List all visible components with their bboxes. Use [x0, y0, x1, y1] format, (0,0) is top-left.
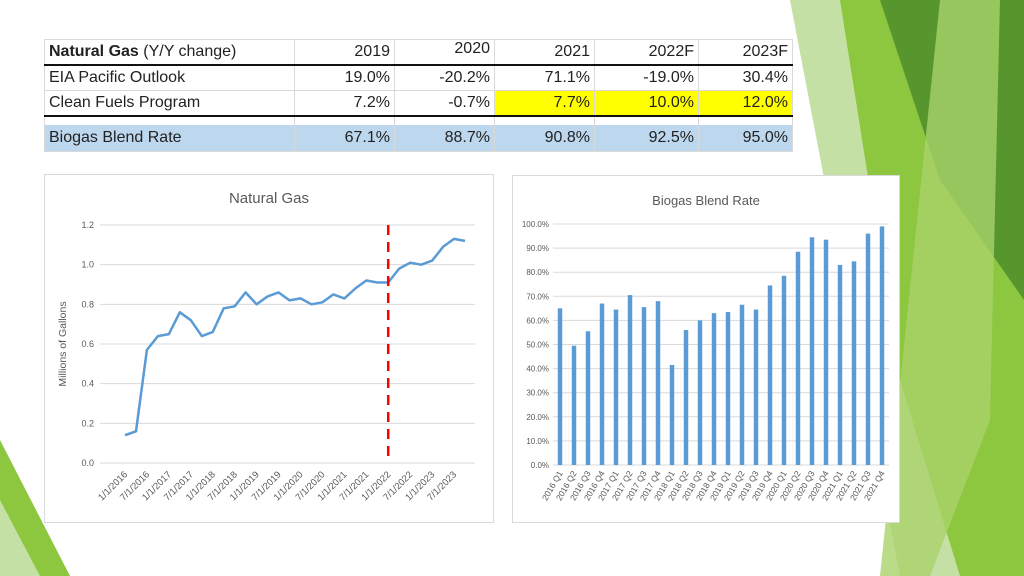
y-tick-label: 30.0%: [526, 389, 549, 398]
row-label: Clean Fuels Program: [44, 90, 295, 117]
bar: [669, 364, 675, 465]
bar: [739, 304, 745, 465]
table-title: Natural Gas (Y/Y change): [44, 39, 295, 66]
table-cell: 7.2%: [294, 90, 395, 117]
biogas-blend-chart: Biogas Blend Rate 0.0% 10.0% 20.0% 30.0% 40.0…: [522, 193, 889, 502]
spacer-cell: [594, 116, 699, 125]
bar: [851, 261, 857, 465]
table-cell-highlighted: 7.7%: [494, 90, 595, 117]
y-tick-label: 0.0%: [531, 461, 549, 470]
bar: [781, 275, 787, 465]
right-green-shape-pale: [880, 0, 1000, 576]
y-tick-label: 70.0%: [526, 292, 549, 301]
bar: [585, 331, 591, 465]
table-title-bold: Natural Gas: [49, 43, 139, 60]
table-spacer-row: [44, 116, 793, 125]
bar: [599, 303, 605, 465]
bar: [613, 309, 619, 465]
year-header: 2023F: [698, 39, 793, 66]
y-axis-label: Millions of Gallons: [57, 301, 69, 386]
natural-gas-chart: Natural Gas 0.0 0.2 0.4 0.6 0.8 1.0 1.2 Millions…: [57, 190, 475, 503]
table-title-rest: (Y/Y change): [138, 43, 237, 60]
table-row: EIA Pacific Outlook 19.0% -20.2% 71.1% -…: [44, 65, 793, 91]
bar: [683, 330, 689, 465]
biogas-blend-chart-panel: Biogas Blend Rate 0.0% 10.0% 20.0% 30.0% 40.0…: [512, 175, 900, 523]
chart-title: Natural Gas: [229, 190, 309, 207]
y-tick-label: 0.6: [81, 339, 94, 349]
bar: [725, 311, 731, 465]
table-row: Clean Fuels Program 7.2% -0.7% 7.7% 10.0…: [44, 90, 793, 117]
table-cell: 90.8%: [494, 125, 595, 152]
bar: [837, 264, 843, 465]
summary-table: Natural Gas (Y/Y change) 2019 2020 2021 …: [44, 39, 793, 152]
table-cell: -20.2%: [394, 65, 495, 91]
y-tick-label: 100.0%: [522, 220, 549, 229]
bar: [823, 239, 829, 465]
year-header: 2019: [294, 39, 395, 66]
bar: [795, 251, 801, 465]
y-tick-label: 10.0%: [526, 437, 549, 446]
bar: [571, 345, 577, 465]
table-header-row: Natural Gas (Y/Y change) 2019 2020 2021 …: [44, 39, 793, 66]
bar: [655, 301, 661, 465]
y-tick-label: 20.0%: [526, 413, 549, 422]
table-cell: 19.0%: [294, 65, 395, 91]
spacer-cell: [494, 116, 595, 125]
row-label: EIA Pacific Outlook: [44, 65, 295, 91]
bar: [697, 320, 703, 465]
bar: [865, 233, 871, 465]
table-cell: 92.5%: [594, 125, 699, 152]
row-label: Biogas Blend Rate: [44, 125, 295, 152]
y-tick-label: 60.0%: [526, 316, 549, 325]
table-cell: 71.1%: [494, 65, 595, 91]
spacer-cell: [294, 116, 395, 125]
bar: [879, 226, 885, 465]
bar: [767, 285, 773, 465]
left-green-shape-light: [0, 500, 40, 576]
y-tick-label: 90.0%: [526, 244, 549, 253]
table-cell-highlighted: 12.0%: [698, 90, 793, 117]
blend-rate-row: Biogas Blend Rate 67.1% 88.7% 90.8% 92.5…: [44, 125, 793, 152]
spacer-cell: [394, 116, 495, 125]
year-header: 2021: [494, 39, 595, 66]
y-tick-label: 0.4: [81, 379, 94, 389]
spacer-cell: [698, 116, 793, 125]
table-cell: 95.0%: [698, 125, 793, 152]
bar: [753, 309, 759, 465]
table-cell: -19.0%: [594, 65, 699, 91]
y-tick-label: 0.0: [81, 458, 94, 468]
year-header: 2020: [394, 39, 495, 66]
y-tick-label: 1.0: [81, 260, 94, 270]
y-tick-label: 0.8: [81, 299, 94, 309]
table-cell: -0.7%: [394, 90, 495, 117]
y-tick-label: 50.0%: [526, 341, 549, 350]
y-tick-label: 1.2: [81, 220, 94, 230]
table-cell: 88.7%: [394, 125, 495, 152]
y-tick-label: 40.0%: [526, 365, 549, 374]
bar: [627, 295, 633, 465]
y-tick-label: 0.2: [81, 418, 94, 428]
table-cell: 67.1%: [294, 125, 395, 152]
bar: [809, 237, 815, 465]
series-line: [124, 237, 466, 437]
table-cell: 30.4%: [698, 65, 793, 91]
year-header: 2022F: [594, 39, 699, 66]
chart-title: Biogas Blend Rate: [652, 193, 760, 208]
bar: [557, 308, 563, 465]
table-cell-highlighted: 10.0%: [594, 90, 699, 117]
spacer-cell: [44, 116, 295, 125]
natural-gas-chart-panel: Natural Gas 0.0 0.2 0.4 0.6 0.8 1.0 1.2 Millions…: [44, 174, 494, 523]
bar: [641, 307, 647, 465]
y-tick-label: 80.0%: [526, 268, 549, 277]
bar: [711, 313, 717, 465]
